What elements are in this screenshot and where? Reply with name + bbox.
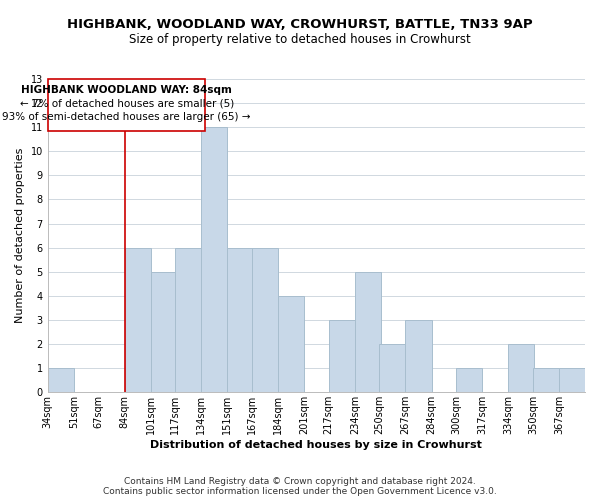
Text: HIGHBANK, WOODLAND WAY, CROWHURST, BATTLE, TN33 9AP: HIGHBANK, WOODLAND WAY, CROWHURST, BATTL…	[67, 18, 533, 30]
Bar	[508, 344, 535, 393]
Bar	[125, 248, 151, 392]
Text: ← 7% of detached houses are smaller (5): ← 7% of detached houses are smaller (5)	[20, 99, 234, 109]
Bar	[48, 368, 74, 392]
X-axis label: Distribution of detached houses by size in Crowhurst: Distribution of detached houses by size …	[151, 440, 482, 450]
Y-axis label: Number of detached properties: Number of detached properties	[15, 148, 25, 324]
Bar	[559, 368, 585, 392]
Bar	[355, 272, 381, 392]
Bar	[329, 320, 355, 392]
Bar	[227, 248, 253, 392]
Bar	[278, 296, 304, 392]
FancyBboxPatch shape	[48, 79, 205, 131]
Bar	[379, 344, 406, 393]
Bar	[151, 272, 177, 392]
Text: HIGHBANK WOODLAND WAY: 84sqm: HIGHBANK WOODLAND WAY: 84sqm	[21, 85, 232, 95]
Bar	[201, 127, 227, 392]
Text: Contains public sector information licensed under the Open Government Licence v3: Contains public sector information licen…	[103, 486, 497, 496]
Bar	[456, 368, 482, 392]
Text: 93% of semi-detached houses are larger (65) →: 93% of semi-detached houses are larger (…	[2, 112, 251, 122]
Text: Size of property relative to detached houses in Crowhurst: Size of property relative to detached ho…	[129, 32, 471, 46]
Bar	[533, 368, 559, 392]
Bar	[175, 248, 201, 392]
Text: Contains HM Land Registry data © Crown copyright and database right 2024.: Contains HM Land Registry data © Crown c…	[124, 476, 476, 486]
Bar	[406, 320, 431, 392]
Bar	[252, 248, 278, 392]
